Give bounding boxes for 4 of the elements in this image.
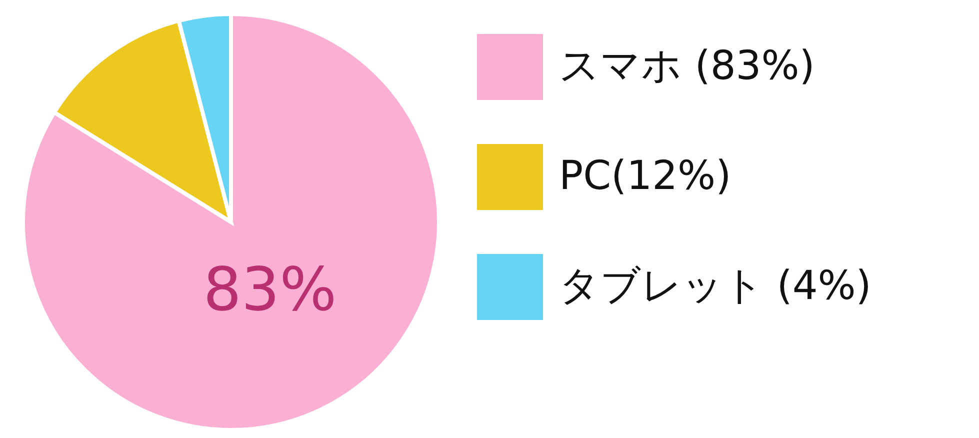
legend-label: スマホ (83%) xyxy=(559,43,815,89)
legend-label: PC(12%) xyxy=(559,153,732,199)
legend-label: タブレット (4%) xyxy=(559,263,872,309)
data-label: 83% xyxy=(203,254,337,325)
